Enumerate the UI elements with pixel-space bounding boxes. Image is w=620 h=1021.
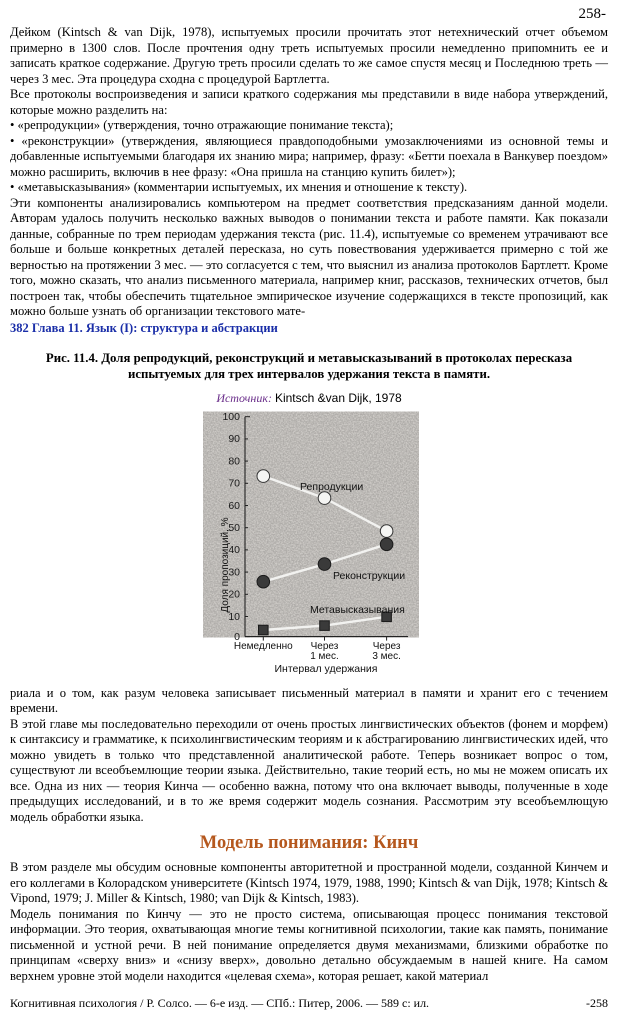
svg-text:100: 100 <box>222 411 240 423</box>
svg-text:Реконструкции: Реконструкции <box>333 570 405 582</box>
svg-text:90: 90 <box>228 433 240 445</box>
svg-text:Метавысказывания: Метавысказывания <box>310 604 405 616</box>
svg-text:Интервал удержания: Интервал удержания <box>275 663 378 675</box>
svg-text:Репродукции: Репродукции <box>300 481 363 493</box>
svg-text:70: 70 <box>228 477 240 489</box>
svg-text:80: 80 <box>228 455 240 467</box>
svg-text:Немедленно: Немедленно <box>234 641 293 652</box>
svg-text:60: 60 <box>228 499 240 511</box>
svg-text:3 мес.: 3 мес. <box>372 651 401 662</box>
svg-text:Доля пропозиций, %: Доля пропозиций, % <box>220 517 231 612</box>
svg-text:1 мес.: 1 мес. <box>310 651 339 662</box>
